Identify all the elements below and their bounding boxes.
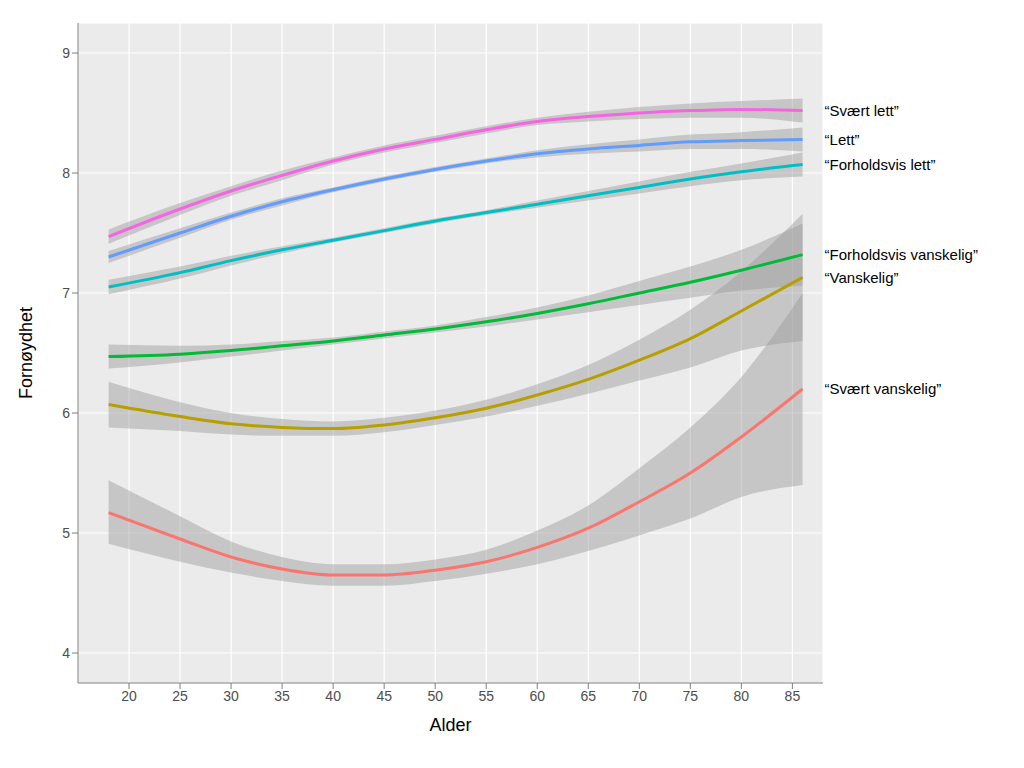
svg-text:7: 7	[62, 285, 70, 301]
svg-text:“Lett”: “Lett”	[825, 131, 860, 148]
svg-text:25: 25	[172, 688, 188, 704]
svg-text:40: 40	[325, 688, 341, 704]
svg-text:80: 80	[734, 688, 750, 704]
svg-text:45: 45	[376, 688, 392, 704]
svg-text:“Svært lett”: “Svært lett”	[825, 102, 899, 119]
svg-text:70: 70	[632, 688, 648, 704]
svg-text:9: 9	[62, 45, 70, 61]
svg-text:75: 75	[683, 688, 699, 704]
svg-text:4: 4	[62, 645, 70, 661]
svg-text:6: 6	[62, 405, 70, 421]
svg-text:35: 35	[274, 688, 290, 704]
svg-text:50: 50	[427, 688, 443, 704]
svg-text:“Forholdsvis vanskelig”: “Forholdsvis vanskelig”	[825, 246, 978, 263]
svg-text:Alder: Alder	[429, 715, 471, 735]
svg-text:30: 30	[223, 688, 239, 704]
svg-text:“Vanskelig”: “Vanskelig”	[825, 269, 899, 286]
svg-text:Fornøydhet: Fornøydhet	[16, 307, 36, 399]
svg-text:85: 85	[785, 688, 801, 704]
svg-text:60: 60	[529, 688, 545, 704]
svg-text:65: 65	[580, 688, 596, 704]
svg-text:55: 55	[478, 688, 494, 704]
svg-text:“Forholdsvis lett”: “Forholdsvis lett”	[825, 156, 936, 173]
svg-text:“Svært vanskelig”: “Svært vanskelig”	[825, 380, 942, 397]
svg-text:5: 5	[62, 525, 70, 541]
svg-text:8: 8	[62, 165, 70, 181]
svg-text:20: 20	[121, 688, 137, 704]
